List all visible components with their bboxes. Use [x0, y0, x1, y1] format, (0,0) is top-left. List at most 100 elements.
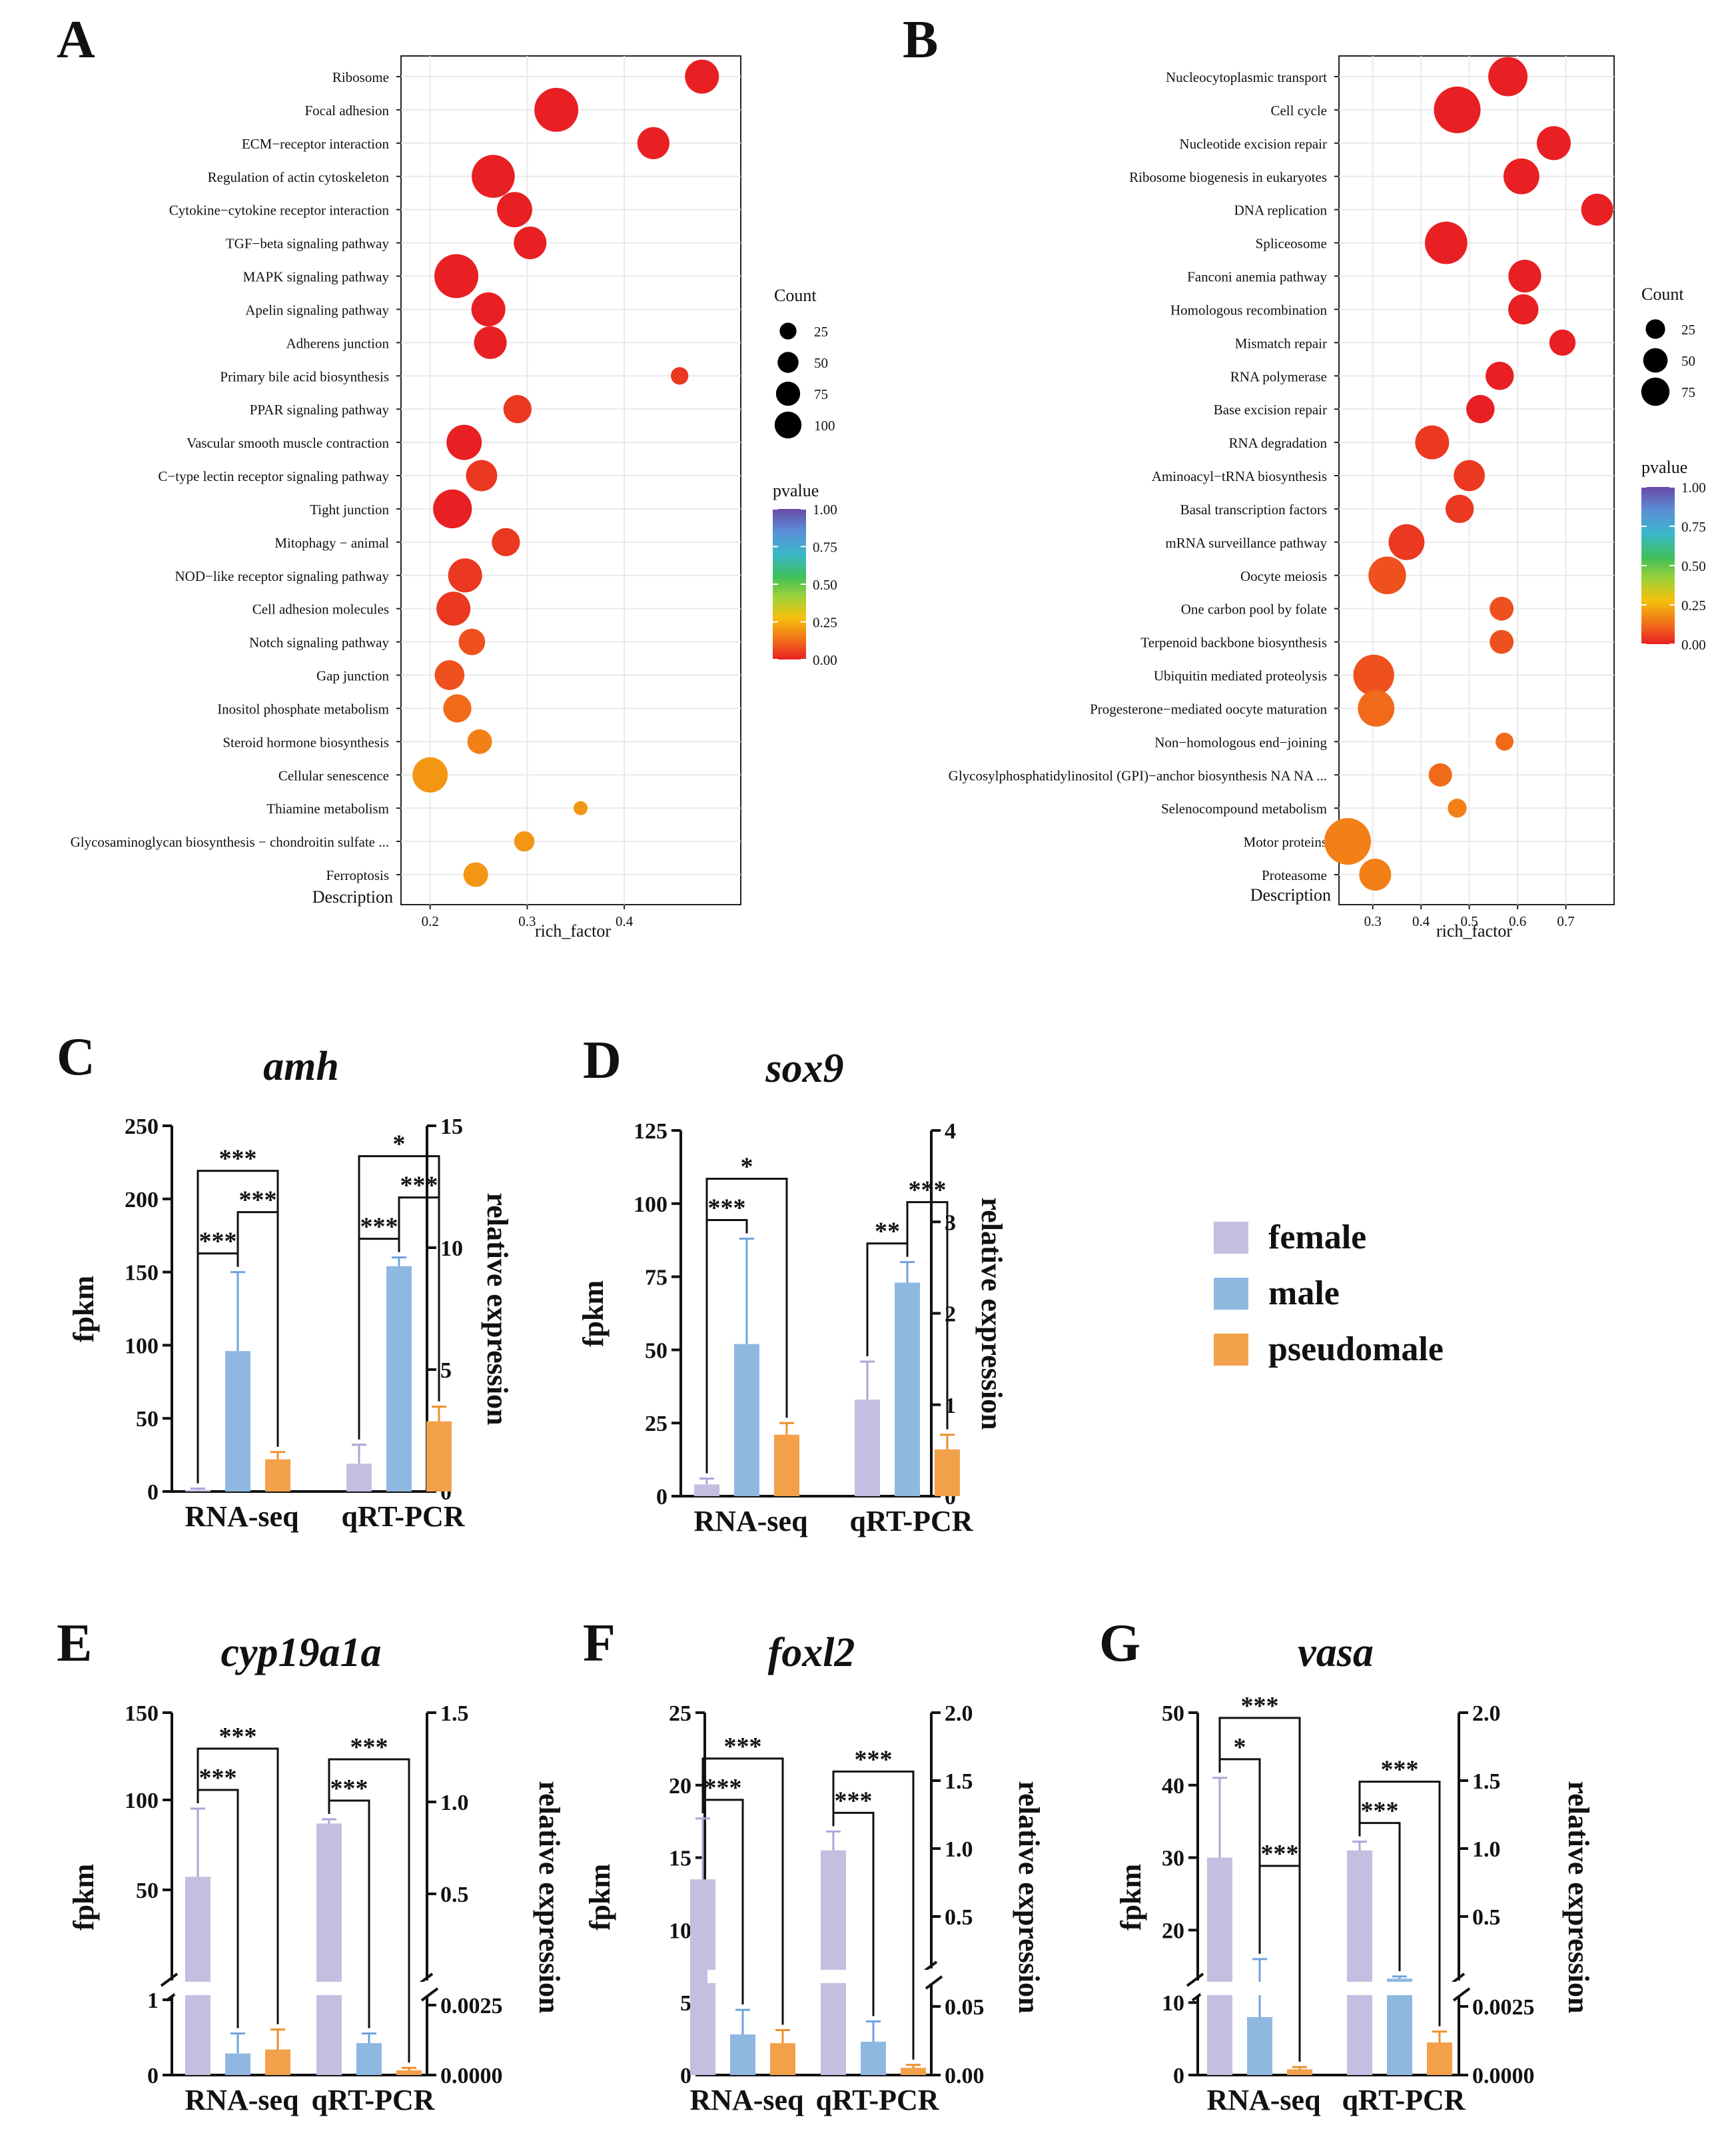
- dotplot-B: B Nucleocytoplasmic transport Cell cycle Nu…: [903, 11, 1706, 941]
- significance-label: ***: [724, 1733, 762, 1761]
- right-tick-label: 1.5: [440, 1701, 469, 1726]
- data-point: [1490, 596, 1514, 621]
- significance-bracket: [197, 1747, 279, 2024]
- x-category-label: RNA-seq: [693, 1505, 808, 1537]
- axis-break-mark: [1452, 1987, 1471, 2002]
- data-point: [1503, 158, 1539, 195]
- bar-female: [855, 1400, 880, 1496]
- significance-label: ***: [400, 1172, 438, 1200]
- right-tick-label: 5: [440, 1358, 452, 1383]
- data-point: [1353, 654, 1394, 696]
- data-point: [434, 660, 465, 690]
- right-tick-label: 1.0: [945, 1837, 973, 1862]
- x-tick-label: 0.4: [1412, 913, 1430, 929]
- color-legend-label: 0.00: [1681, 637, 1706, 653]
- chart-title: vasa: [1298, 1630, 1374, 1675]
- term-label: Focal adhesion: [304, 103, 389, 119]
- term-label: Apelin signaling pathway: [245, 302, 389, 318]
- bar-break-gap: [175, 1982, 424, 1995]
- term-label: Proteasome: [1262, 867, 1327, 883]
- bar-female: [1207, 1857, 1232, 2075]
- data-point: [1448, 799, 1467, 818]
- left-tick-label: 250: [125, 1114, 159, 1139]
- x-axis-title: rich_factor: [535, 921, 611, 941]
- significance-label: ***: [350, 1733, 388, 1761]
- x-category-label: qRT-PCR: [341, 1500, 465, 1533]
- term-label: Ribosome biogenesis in eukaryotes: [1129, 169, 1327, 185]
- significance-label: ***: [199, 1764, 237, 1792]
- left-tick-label: 5: [680, 1991, 691, 2016]
- significance-label: ***: [909, 1176, 947, 1204]
- dotplot-A: A Ribosome Focal adhesion ECM−receptor inte…: [57, 11, 837, 941]
- right-tick-label: 2.0: [1472, 1701, 1501, 1726]
- bar-male: [861, 2041, 886, 2075]
- significance-bracket: [358, 1155, 440, 1440]
- left-tick-label: 125: [634, 1119, 667, 1144]
- bar-pseudomale: [1427, 2042, 1452, 2075]
- color-legend-label: 1.00: [813, 502, 837, 518]
- bar-pseudomale: [1287, 2069, 1312, 2075]
- term-label: TGF−beta signaling pathway: [226, 236, 390, 252]
- right-tick-label: 15: [440, 1114, 463, 1139]
- term-label: Ferroptosis: [326, 867, 390, 883]
- left-tick-label: 75: [645, 1266, 667, 1290]
- y2-axis-title: relative expression: [975, 1197, 1008, 1430]
- size-legend-label: 25: [1681, 322, 1695, 338]
- data-point: [1425, 221, 1468, 264]
- data-point: [574, 801, 588, 815]
- panel-label: A: [57, 11, 95, 69]
- bar-legend: female male pseudomale: [1214, 1218, 1444, 1368]
- color-legend-bar: [1641, 487, 1675, 644]
- left-tick-label: 25: [669, 1701, 691, 1726]
- data-point: [463, 862, 488, 887]
- term-label: C−type lectin receptor signaling pathway: [158, 468, 389, 484]
- significance-label: ***: [835, 1787, 873, 1815]
- color-legend-label: 0.75: [1681, 519, 1706, 535]
- term-label: RNA degradation: [1228, 435, 1327, 451]
- left-tick-label: 150: [125, 1261, 159, 1286]
- color-legend-title: pvalue: [773, 481, 819, 500]
- size-legend-title: Count: [774, 286, 817, 305]
- term-label: Base excision repair: [1214, 402, 1327, 418]
- left-tick-label: 50: [1162, 1701, 1184, 1726]
- significance-bracket: [1258, 1865, 1301, 2062]
- term-label: Cellular senescence: [278, 767, 389, 783]
- bar-female: [1347, 1850, 1372, 2075]
- significance-bracket: [906, 1201, 949, 1430]
- data-point: [448, 558, 482, 593]
- x-tick-label: 0.7: [1557, 913, 1574, 929]
- size-legend-label: 50: [1681, 353, 1695, 369]
- data-point: [492, 528, 520, 556]
- term-label: Primary bile acid biosynthesis: [220, 368, 389, 384]
- left-tick-label: 10: [1162, 1991, 1184, 2016]
- data-point: [412, 757, 448, 793]
- term-label: Nucleocytoplasmic transport: [1166, 69, 1327, 85]
- legend-label-female: female: [1268, 1218, 1366, 1256]
- bar-female: [185, 1877, 211, 2075]
- bar-pseudomale: [265, 2049, 290, 2075]
- chart-title: foxl2: [768, 1630, 855, 1675]
- data-point: [1490, 630, 1514, 654]
- axis-break-mark: [925, 1975, 943, 1990]
- data-point: [514, 226, 547, 260]
- term-label: Steroid hormone biosynthesis: [222, 734, 389, 750]
- bar-male: [225, 1351, 250, 1492]
- term-label: DNA replication: [1234, 203, 1328, 218]
- chart-title: cyp19a1a: [220, 1630, 381, 1675]
- x-category-label: qRT-PCR: [311, 2084, 435, 2116]
- size-legend-title: Count: [1641, 284, 1684, 304]
- color-legend-label: 0.00: [813, 652, 837, 668]
- data-point: [1368, 556, 1406, 594]
- x-category-label: RNA-seq: [689, 2084, 804, 2116]
- color-legend-title: pvalue: [1641, 458, 1687, 477]
- panel-label: C: [57, 1028, 95, 1086]
- significance-bracket: [705, 1178, 788, 1474]
- left-tick-label: 0: [147, 2064, 159, 2088]
- term-label: NOD−like receptor signaling pathway: [175, 568, 389, 584]
- x-category-label: RNA-seq: [1206, 2084, 1321, 2116]
- axis-break-mark: [160, 1972, 179, 1987]
- color-legend-label: 0.50: [813, 577, 837, 593]
- data-point: [534, 87, 579, 132]
- data-point: [1445, 494, 1474, 524]
